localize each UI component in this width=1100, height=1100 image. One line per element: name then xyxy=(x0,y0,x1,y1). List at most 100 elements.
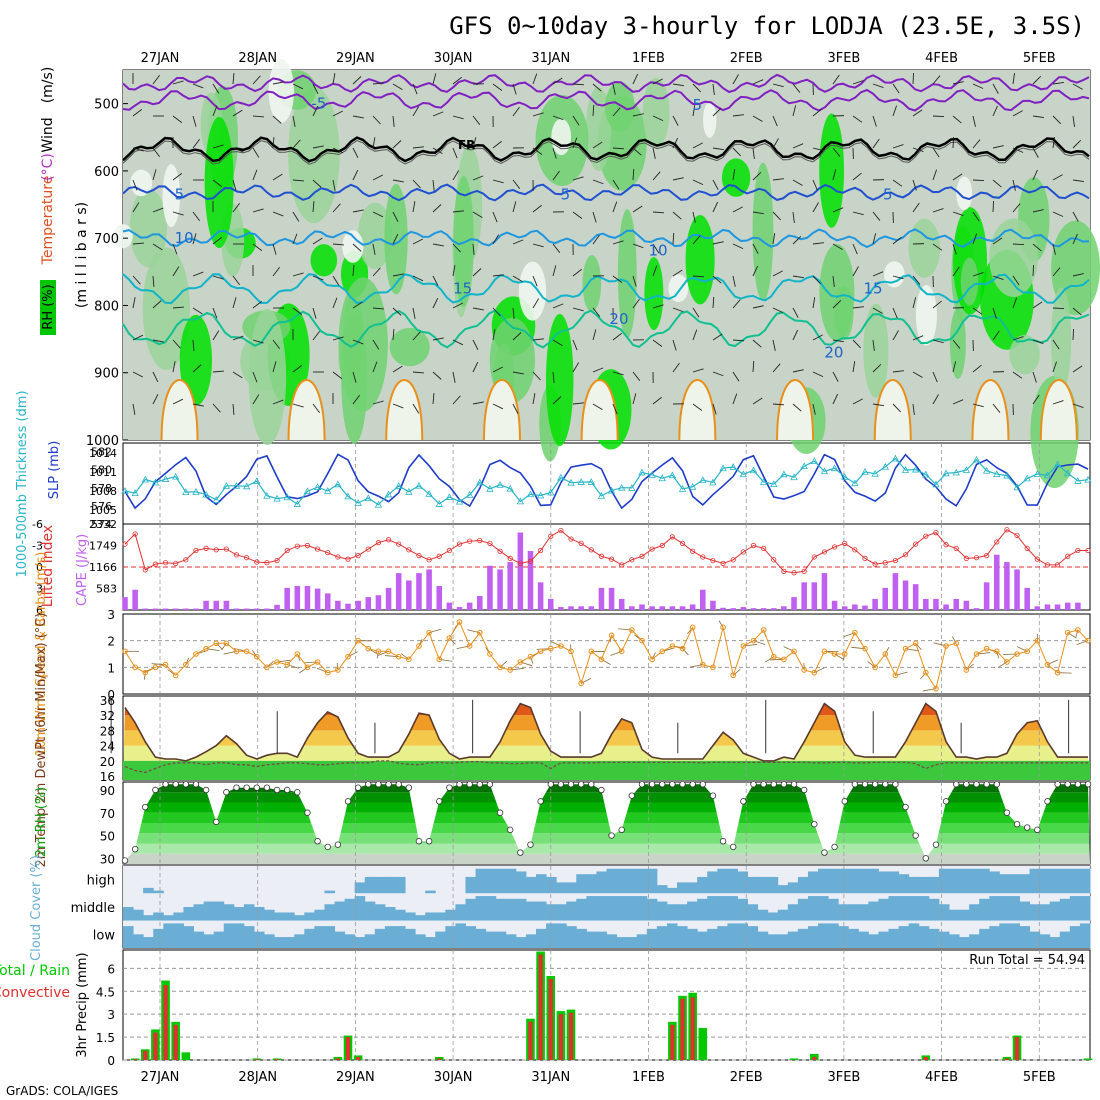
cape-bar xyxy=(629,606,635,610)
wind-barb xyxy=(472,268,482,277)
rh-point xyxy=(172,781,179,788)
wind-barb xyxy=(718,620,724,628)
wind-barb xyxy=(376,651,379,659)
wind-barb xyxy=(752,147,755,159)
cape-bar xyxy=(912,584,919,610)
cloud-cell-middle xyxy=(223,904,235,921)
li-point xyxy=(507,555,513,562)
cloud-cell-middle xyxy=(737,898,749,921)
wind-barb xyxy=(872,211,881,221)
cloud-cell-low xyxy=(828,923,839,948)
wind-barb xyxy=(832,275,835,287)
cloud-cell-middle xyxy=(646,898,658,921)
cloud-cell-high xyxy=(535,874,547,894)
wind-barb xyxy=(512,179,521,189)
wind-barb xyxy=(332,243,344,246)
wind-barb xyxy=(867,661,876,668)
cloud-cell-low xyxy=(203,934,215,948)
cloud-cell-high xyxy=(1079,868,1091,894)
rh-point xyxy=(709,792,717,799)
wind-barb xyxy=(852,115,863,123)
cloud-cell-middle xyxy=(334,901,346,921)
wind-barb xyxy=(1052,243,1056,255)
rh-legend xyxy=(40,280,56,335)
cloud-cell-middle xyxy=(284,912,295,921)
wind-barb xyxy=(1052,267,1061,277)
li-point xyxy=(933,529,939,536)
rh-shading xyxy=(960,257,979,306)
cape-bar xyxy=(477,595,483,610)
cloud-cell-high xyxy=(797,876,809,894)
wind-barb xyxy=(252,339,264,344)
li-point xyxy=(801,568,807,574)
cape-bar xyxy=(314,588,321,610)
wind-barb xyxy=(512,106,520,117)
cape-bar xyxy=(568,606,574,610)
thickness-point xyxy=(891,454,900,462)
li-point xyxy=(132,531,138,537)
wind-point xyxy=(1014,651,1020,657)
wind-barb xyxy=(892,330,899,341)
rh-band xyxy=(123,833,1090,844)
wind-barb xyxy=(712,296,715,309)
run-total-annotation: Run Total = 54.94 xyxy=(969,953,1085,968)
cape-bar xyxy=(487,565,493,610)
wind-barb xyxy=(512,201,517,213)
wind-barb xyxy=(652,339,663,347)
cloud-cell-low xyxy=(1039,934,1051,948)
rh-shading xyxy=(389,327,430,367)
wind-barb xyxy=(552,77,563,85)
cloud-cell-high xyxy=(364,876,376,894)
precip-convective-bar xyxy=(568,1012,574,1060)
li-point xyxy=(426,557,432,563)
wind-barb xyxy=(792,307,799,318)
cloud-cell-middle xyxy=(475,896,487,921)
thickness-tick: 580 xyxy=(91,464,112,477)
thickness-point xyxy=(699,476,707,483)
wind-barb xyxy=(612,371,624,376)
wind-barb xyxy=(872,271,884,277)
cloud-cell-low xyxy=(425,937,436,948)
rh-point xyxy=(821,849,828,856)
wind-barb xyxy=(672,211,682,220)
cape-bar xyxy=(1024,587,1030,610)
wind-barb xyxy=(332,275,340,286)
li-point xyxy=(963,555,969,562)
cape-bar xyxy=(608,587,615,610)
wind-barb xyxy=(972,233,978,245)
wind-barb xyxy=(412,307,416,319)
cloud-cell-high xyxy=(646,868,658,894)
cloud-cell-high xyxy=(374,876,386,894)
li-point xyxy=(781,568,787,574)
li-point xyxy=(244,555,250,561)
wind-barb xyxy=(972,179,985,182)
cape-bar xyxy=(679,606,686,610)
wind-barb xyxy=(312,307,317,319)
wind-barb xyxy=(1072,365,1083,373)
wind-barb xyxy=(772,339,776,351)
rh-point xyxy=(811,820,818,828)
rh-point xyxy=(344,798,352,805)
rh-dry-patch xyxy=(915,285,937,346)
wind-barb xyxy=(834,653,844,660)
rh-dry-patch xyxy=(268,58,295,123)
cloud-cell-high xyxy=(938,868,950,894)
cape-bar xyxy=(821,573,828,610)
thickness-axis-label: 1000-500mb Thickness (dm) xyxy=(15,390,30,577)
wind-barb xyxy=(212,307,218,319)
cloud-cell-middle xyxy=(747,904,759,921)
wind-barb xyxy=(892,236,902,245)
wind-barb xyxy=(1012,243,1025,246)
date-label-bottom: 4FEB xyxy=(925,1070,958,1085)
wind-barb xyxy=(792,369,804,373)
thickness-point xyxy=(881,462,889,470)
wind-barb xyxy=(872,233,877,245)
wind-barb xyxy=(412,371,424,374)
cloud-cell-middle xyxy=(465,898,477,921)
wind-barb xyxy=(832,300,842,309)
wind-point xyxy=(466,643,473,649)
wind-point xyxy=(649,656,655,663)
isotherm-line xyxy=(122,309,1090,349)
thickness-point xyxy=(405,487,413,495)
precip-convective-bar xyxy=(437,1058,442,1060)
